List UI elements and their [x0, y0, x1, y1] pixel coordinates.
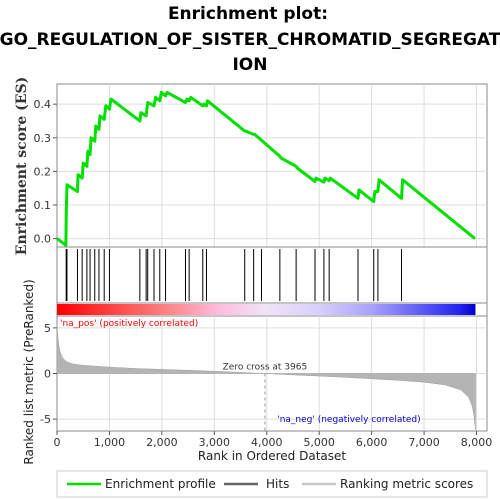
x-tick-label: 5,000 [303, 436, 335, 449]
x-tick-label: 7,000 [408, 436, 440, 449]
metric-tick-label: 0 [44, 368, 51, 381]
es-tick-label: 0.3 [34, 132, 52, 145]
es-tick-label: 0.1 [34, 199, 52, 212]
x-tick-label: 6,000 [356, 436, 388, 449]
negative-correlation-label: 'na_neg' (negatively correlated) [277, 415, 420, 425]
legend: Enrichment profile Hits Ranking metric s… [56, 470, 488, 498]
es-tick-label: 0.0 [34, 233, 52, 246]
es-grid [57, 84, 487, 247]
enrichment-score-panel: 0.0 0.1 0.2 0.3 0.4 Enrichment score (ES) [14, 77, 488, 255]
x-tick-label: 8,000 [461, 436, 493, 449]
metric-y-ticks: -5 0 5 [40, 322, 57, 426]
x-axis-ticks: 0 1,000 2,000 3,000 4,000 5,000 6,000 7,000 8,00… [54, 431, 493, 449]
rank-heatbar [57, 304, 476, 315]
es-y-ticks: 0.0 0.1 0.2 0.3 0.4 [34, 98, 57, 246]
legend-hits-label: Hits [266, 477, 289, 491]
x-tick-label: 3,000 [199, 436, 231, 449]
x-tick-label: 2,000 [146, 436, 178, 449]
es-tick-label: 0.4 [34, 98, 52, 111]
es-y-axis-label: Enrichment score (ES) [14, 77, 30, 255]
ranked-metric-panel: -505 0 1,000 2,000 3,000 4,000 5,000 6,000 7,00… [22, 279, 492, 464]
x-tick-label: 4,000 [251, 436, 283, 449]
x-axis-label: Rank in Ordered Dataset [198, 449, 346, 463]
chart-title-line-1: Enrichment plot: [168, 4, 328, 24]
zero-cross-annotation: Zero cross at 3965 [223, 363, 308, 373]
hit-lines [65, 249, 403, 301]
chart-title-line-2: GO_REGULATION_OF_SISTER_CHROMATID_SEGREG… [0, 30, 500, 50]
x-tick-label: 0 [54, 436, 61, 449]
ranking-metric-area [56, 324, 476, 431]
metric-y-axis-label: Ranked list metric (PreRanked) [22, 279, 36, 464]
legend-box [56, 470, 488, 498]
hits-panel [56, 246, 488, 304]
rank-heatbar-panel [56, 302, 488, 317]
metric-tick-label: 5 [44, 322, 51, 335]
chart-title-line-3: ION [232, 55, 267, 75]
legend-enrichment-profile-label: Enrichment profile [105, 477, 216, 491]
enrichment-profile-line [56, 90, 476, 247]
es-tick-label: 0.2 [34, 165, 52, 178]
metric-tick-label: -5 [40, 413, 51, 426]
legend-ranking-metric-label: Ranking metric scores [340, 477, 473, 491]
x-tick-label: 1,000 [94, 436, 126, 449]
hits-panel-frame [56, 246, 488, 304]
positive-correlation-label: 'na_pos' (positively correlated) [60, 319, 198, 329]
